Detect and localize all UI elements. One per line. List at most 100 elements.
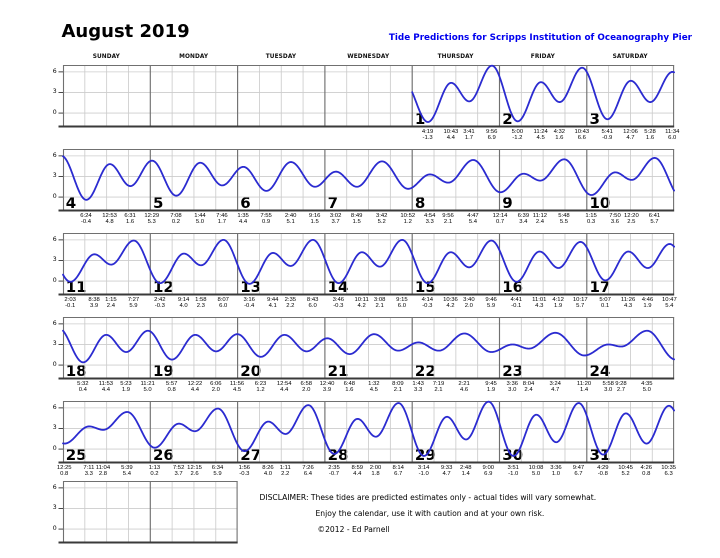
tide-time: 10:08 (528, 464, 544, 471)
y-axis-label: 6 (52, 319, 57, 327)
tide-height: 6.0 (397, 303, 406, 310)
tide-time: 1:32 (368, 380, 380, 387)
tide-time: 5:57 (165, 380, 178, 387)
tide-time: 11:26 (620, 296, 636, 303)
day-number: 9 (502, 193, 513, 212)
tide-time: 3:08 (373, 296, 386, 303)
tide-height: -1.0 (418, 471, 429, 478)
weekday-header-thursday: THURSDAY (437, 53, 474, 60)
tide-height: 6.0 (219, 303, 228, 310)
tide-height: 3.0 (508, 387, 517, 394)
tide-height: 3.4 (519, 219, 528, 226)
tide-week-chart (58, 148, 675, 211)
tide-height: -0.7 (328, 471, 340, 478)
tide-time: 12:40 (319, 380, 335, 387)
y-axis-label: 0 (52, 445, 57, 453)
day-number: 22 (414, 361, 436, 380)
tide-time: 10:35 (661, 464, 677, 471)
day-number: 8 (414, 193, 426, 212)
tide-time: 10:11 (354, 296, 369, 303)
day-number: 5 (153, 193, 164, 212)
day-number: 31 (589, 445, 611, 464)
tide-time: 2:00 (369, 464, 382, 471)
tide-height: 5.0 (531, 471, 541, 478)
day-number: 2 (502, 109, 513, 128)
tide-height: 0.1 (601, 303, 610, 310)
tide-time: 11:01 (532, 296, 547, 303)
y-axis-label: 6 (52, 67, 57, 75)
day-number: 18 (65, 361, 87, 380)
y-axis-label: 3 (52, 88, 57, 96)
tide-height: 3.9 (322, 387, 332, 394)
tide-time: 10:36 (443, 296, 458, 303)
tide-time: 10:52 (400, 212, 416, 219)
y-axis-label: 3 (52, 504, 57, 512)
day-number: 16 (502, 277, 524, 296)
tide-height: -0.4 (80, 219, 92, 226)
tide-height: -0.8 (597, 471, 608, 478)
tide-time: 6:24 (80, 212, 92, 219)
tide-height: 0.3 (586, 219, 596, 226)
tide-height: 2.4 (106, 303, 115, 310)
tide-height: 6.0 (668, 135, 677, 142)
y-axis-label: 3 (52, 172, 57, 180)
month-title: August 2019 (61, 21, 190, 42)
tide-height: 5.7 (650, 219, 659, 226)
tide-time: 11:20 (576, 380, 592, 387)
tide-height: 5.4 (665, 303, 674, 310)
y-axis-label: 3 (52, 424, 57, 432)
tide-time: 8:49 (350, 212, 363, 219)
tide-time: 12:53 (102, 212, 117, 219)
tide-height: 4.7 (551, 387, 560, 394)
tide-height: 2.0 (464, 303, 473, 310)
tide-time: 4:19 (421, 128, 434, 135)
tide-time: 5:39 (121, 464, 133, 471)
day-number: 20 (240, 361, 262, 380)
tide-height: 5.0 (195, 219, 205, 226)
tide-time: 1:43 (412, 380, 424, 387)
tide-time: 5:41 (601, 128, 613, 135)
tide-height: 5.0 (143, 387, 152, 394)
weekday-header-monday: MONDAY (179, 53, 209, 60)
tide-height: 2.2 (281, 471, 290, 478)
tide-height: -0.3 (333, 303, 344, 310)
tide-height: 6.9 (484, 471, 493, 478)
tide-time: 10:17 (572, 296, 588, 303)
tide-height: -1.0 (508, 471, 519, 478)
tide-height: 1.7 (464, 135, 474, 142)
tide-height: 4.4 (190, 387, 200, 394)
tide-height: 0.7 (495, 219, 505, 226)
tide-height: -0.3 (422, 303, 433, 310)
tide-time: 7:52 (172, 464, 185, 471)
day-number: 21 (327, 361, 349, 380)
day-number: 23 (502, 361, 524, 380)
y-axis-label: 6 (52, 403, 57, 411)
tide-height: 2.6 (190, 471, 199, 478)
tide-height: 3.3 (425, 219, 434, 226)
tide-time: 12:14 (492, 212, 508, 219)
tide-height: -0.3 (239, 471, 250, 478)
day-number: 1 (414, 109, 426, 128)
tide-height: 3.3 (84, 471, 93, 478)
tide-height: 1.5 (310, 219, 319, 226)
tide-time: 2:35 (284, 296, 297, 303)
tide-time: 1:13 (148, 464, 161, 471)
tide-time: 5:23 (120, 380, 132, 387)
tide-height: 0.8 (167, 387, 176, 394)
tide-time: 8:14 (392, 464, 404, 471)
tide-height: 2.1 (443, 219, 453, 226)
tide-time: 3:40 (463, 296, 475, 303)
tide-time: 1:11 (279, 464, 291, 471)
tide-height: 1.5 (352, 219, 361, 226)
tide-height: 4.4 (280, 387, 289, 394)
tide-height: 4.4 (238, 219, 248, 226)
tide-height: 0.8 (642, 471, 651, 478)
tide-height: 4.5 (232, 387, 242, 394)
tide-height: 1.9 (643, 303, 652, 310)
tide-time: 8:26 (262, 464, 274, 471)
tide-height: 6.7 (574, 471, 583, 478)
tide-height: 3.9 (89, 303, 99, 310)
tide-time: 4:46 (641, 296, 654, 303)
tide-height: 6.6 (577, 135, 586, 142)
weekday-header-sunday: SUNDAY (92, 53, 120, 60)
